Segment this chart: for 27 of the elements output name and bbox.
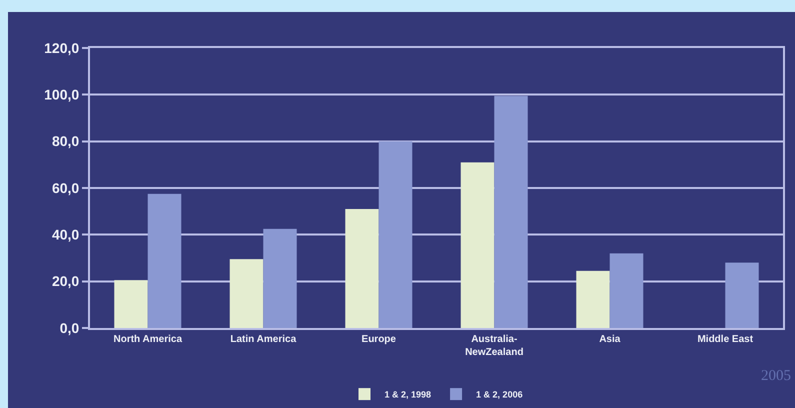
bar (576, 270, 610, 328)
y-tick-label: 40,0 (52, 226, 80, 243)
y-tick-label: 0,0 (60, 320, 80, 336)
bar (345, 209, 379, 328)
y-tick-label: 60,0 (52, 180, 80, 196)
legend-label: 1 & 2, 1998 (384, 390, 432, 400)
y-tick-label: 120,0 (44, 40, 80, 56)
legend-label: 1 & 2, 2006 (476, 390, 523, 400)
x-tick-label: North America (113, 334, 182, 345)
bar (263, 228, 297, 328)
bar (230, 259, 264, 328)
y-tick-label: 100,0 (44, 86, 80, 103)
x-tick-label: Middle East (697, 334, 754, 345)
x-tick-label: Australia- NewZealand (465, 334, 524, 358)
x-tick-label: Europe (362, 334, 396, 345)
x-tick-label: Asia (599, 334, 621, 345)
bar (114, 280, 148, 328)
bar (610, 253, 644, 328)
y-tick-label: 80,0 (52, 133, 80, 150)
bar (148, 194, 182, 328)
text: 2005 (761, 368, 791, 384)
y-tick-label: 20,0 (52, 273, 80, 290)
bar (378, 141, 412, 328)
bar (725, 262, 759, 328)
bar (494, 96, 528, 328)
bar (460, 162, 494, 328)
x-tick-label: Latin America (230, 334, 297, 345)
